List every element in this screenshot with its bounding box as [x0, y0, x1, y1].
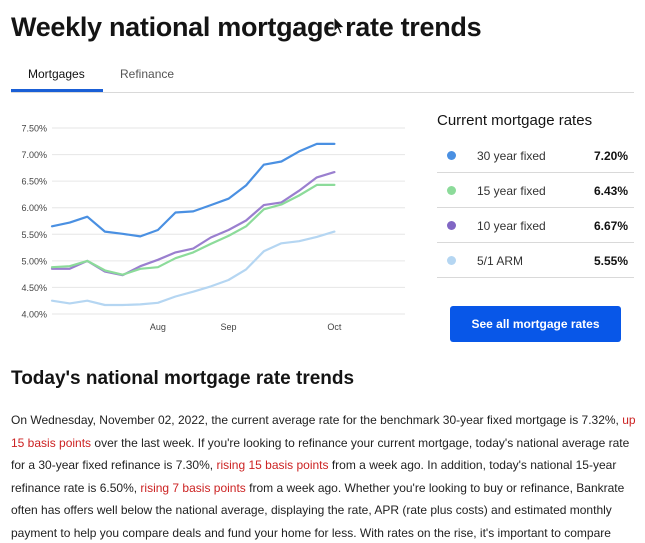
series-dot-icon — [447, 221, 456, 230]
see-all-rates-button[interactable]: See all mortgage rates — [450, 306, 621, 342]
y-tick-label: 6.50% — [21, 177, 47, 187]
series-dot-icon — [447, 256, 456, 265]
rate-value: 5.55% — [593, 254, 628, 268]
x-tick-label: Sep — [220, 322, 236, 332]
text-segment: from a week ago. Whether you're looking … — [11, 480, 625, 540]
current-rates-title: Current mortgage rates — [437, 112, 593, 129]
rate-name: 30 year fixed — [477, 149, 546, 163]
rate-name: 10 year fixed — [477, 219, 546, 233]
rate-change-highlight: up 15 basis points — [11, 413, 636, 450]
y-tick-label: 4.00% — [21, 310, 47, 320]
rate-row-15-year: 15 year fixed 6.43% — [437, 173, 634, 208]
y-tick-label: 5.00% — [21, 256, 47, 266]
chart-svg: 4.00% 4.50% 5.00% 5.50% 6.00% 6.50% 7.00% 7.50%… — [21, 124, 405, 332]
rate-name: 5/1 ARM — [477, 254, 524, 268]
text-segment: over the last week. If you're looking to… — [11, 435, 630, 473]
text-segment: from a week ago. In addition, today's na… — [11, 458, 617, 495]
text-segment: On Wednesday, November 02, 2022, the cur… — [11, 413, 623, 427]
y-tick-label: 5.50% — [21, 230, 47, 240]
rate-trend-chart: 4.00% 4.50% 5.00% 5.50% 6.00% 6.50% 7.00% 7.50%… — [0, 112, 420, 342]
tab-bar: Mortgages Refinance — [11, 60, 634, 93]
page-title: Weekly national mortgage rate trends — [11, 12, 482, 42]
series-dot-icon — [447, 186, 456, 195]
y-tick-label: 4.50% — [21, 283, 47, 293]
series-line — [50, 230, 336, 307]
rate-value: 6.67% — [593, 219, 628, 233]
trends-paragraph: On Wednesday, November 02, 2022, the cur… — [11, 409, 639, 543]
tab-mortgages[interactable]: Mortgages — [28, 67, 85, 81]
rate-name: 15 year fixed — [477, 184, 546, 198]
tab-refinance[interactable]: Refinance — [120, 67, 175, 81]
y-tick-label: 6.00% — [21, 203, 47, 213]
x-tick-label: Aug — [150, 322, 166, 332]
rate-value: 7.20% — [593, 149, 628, 163]
mouse-cursor-icon — [333, 16, 346, 35]
y-tick-label: 7.00% — [21, 150, 47, 160]
x-tick-label: Oct — [327, 322, 342, 332]
rate-row-5-1-arm: 5/1 ARM 5.55% — [437, 243, 634, 278]
rate-value: 6.43% — [593, 184, 628, 198]
section-heading: Today's national mortgage rate trends — [11, 368, 355, 389]
active-tab-indicator — [11, 89, 103, 92]
series-dot-icon — [447, 151, 456, 160]
rate-change-highlight: rising 7 basis points — [140, 480, 246, 495]
series-line — [50, 142, 336, 238]
rate-row-30-year: 30 year fixed 7.20% — [437, 138, 634, 173]
y-tick-label: 7.50% — [21, 124, 47, 134]
series-line — [50, 183, 336, 276]
rate-row-10-year: 10 year fixed 6.67% — [437, 208, 634, 243]
rate-change-highlight: rising 15 basis points — [216, 458, 329, 472]
current-rates-list: 30 year fixed 7.20% 15 year fixed 6.43% … — [437, 138, 634, 278]
